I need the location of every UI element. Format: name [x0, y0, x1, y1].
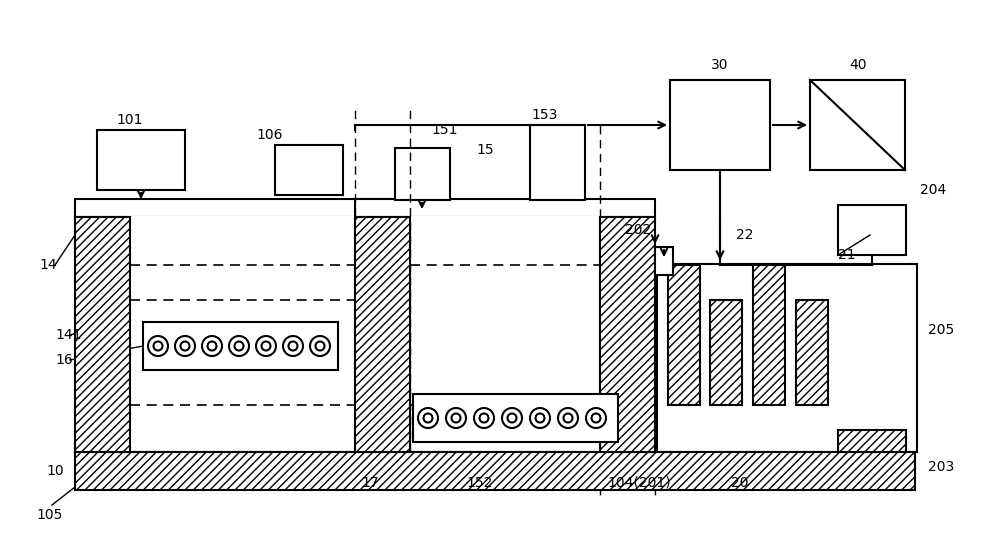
Bar — [655, 247, 673, 275]
Bar — [75, 199, 410, 217]
Text: 104(201): 104(201) — [607, 476, 671, 490]
Text: 106: 106 — [257, 128, 283, 142]
Text: 17: 17 — [361, 476, 379, 490]
Bar — [355, 217, 410, 452]
Bar — [355, 199, 655, 217]
Bar — [143, 322, 338, 370]
Text: 21: 21 — [838, 248, 856, 262]
Bar — [838, 430, 906, 452]
Text: 202: 202 — [625, 223, 651, 237]
Text: 141: 141 — [55, 328, 82, 342]
Bar — [410, 217, 600, 452]
Bar — [395, 148, 450, 200]
Text: 40: 40 — [849, 58, 867, 72]
Bar — [600, 217, 655, 452]
Bar — [97, 130, 185, 190]
Text: 153: 153 — [532, 108, 558, 122]
Bar — [838, 205, 906, 255]
Bar — [753, 265, 785, 405]
Bar — [796, 300, 828, 405]
Text: 16: 16 — [55, 353, 73, 367]
Bar — [413, 394, 618, 442]
Bar — [668, 265, 700, 405]
Text: 105: 105 — [37, 508, 63, 522]
Bar — [530, 125, 585, 200]
Text: 204: 204 — [920, 183, 946, 197]
Text: 22: 22 — [736, 228, 754, 242]
Text: 10: 10 — [46, 464, 64, 478]
Bar — [75, 217, 130, 452]
Bar — [75, 452, 915, 490]
Bar — [810, 80, 905, 170]
Text: 203: 203 — [928, 460, 954, 474]
Text: 30: 30 — [711, 58, 729, 72]
Bar — [710, 300, 742, 405]
Text: 152: 152 — [467, 476, 493, 490]
Text: 101: 101 — [117, 113, 143, 127]
Bar — [657, 264, 917, 452]
Bar — [275, 145, 343, 195]
Text: 15: 15 — [476, 143, 494, 157]
Text: 205: 205 — [928, 323, 954, 337]
Text: 14: 14 — [39, 258, 57, 272]
Bar — [130, 217, 355, 452]
Text: 20: 20 — [731, 476, 749, 490]
Text: 151: 151 — [432, 123, 458, 137]
Bar — [670, 80, 770, 170]
